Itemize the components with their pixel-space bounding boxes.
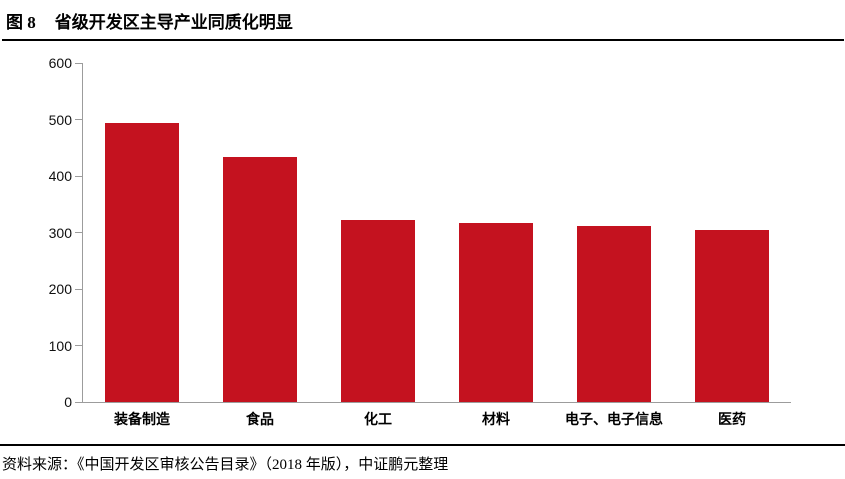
bar-化工 [341,220,415,402]
y-axis-tick [75,175,82,177]
bar-食品 [223,157,297,402]
x-axis-category-label: 医药 [718,411,746,427]
y-axis-tick-label: 500 [48,111,72,128]
title-divider-line [2,39,844,41]
figure-number: 图 8 [6,13,36,32]
figure-title-text: 省级开发区主导产业同质化明显 [54,13,293,32]
x-axis-category-label: 化工 [364,411,392,427]
y-axis-tick-label: 100 [48,337,72,354]
y-axis-tick-label: 200 [48,281,72,297]
x-axis-category-label: 材料 [482,411,510,427]
source-note: 资料来源：《中国开发区审核公告目录》（2018 年版），中证鹏元整理 [2,457,449,473]
y-axis-tick [75,62,82,64]
y-axis-tick [75,401,82,403]
y-axis-tick [75,232,82,233]
y-axis-tick [75,119,82,120]
figure-title: 图 8 省级开发区主导产业同质化明显 [6,8,293,33]
y-axis-tick-label: 300 [48,224,72,241]
footer-divider-line [0,444,845,446]
bar-材料 [459,223,533,402]
bar-医药 [695,230,769,402]
plot-area: 0 100 200 300 400 500 600 装备制造 食品 化工 材料 电子、电子信息 医药 [49,55,791,427]
y-axis-tick [75,288,82,290]
y-axis-tick-label: 0 [64,394,72,410]
y-axis-tick-label: 600 [48,55,72,71]
y-axis-tick [75,345,82,346]
x-axis-category-label: 电子、电子信息 [565,411,663,427]
bar-电子、电子信息 [577,225,651,402]
x-axis-category-label: 装备制造 [114,411,170,427]
x-axis-category-label: 食品 [246,411,274,427]
bar-装备制造 [105,123,179,402]
y-axis-tick-label: 400 [48,168,72,184]
